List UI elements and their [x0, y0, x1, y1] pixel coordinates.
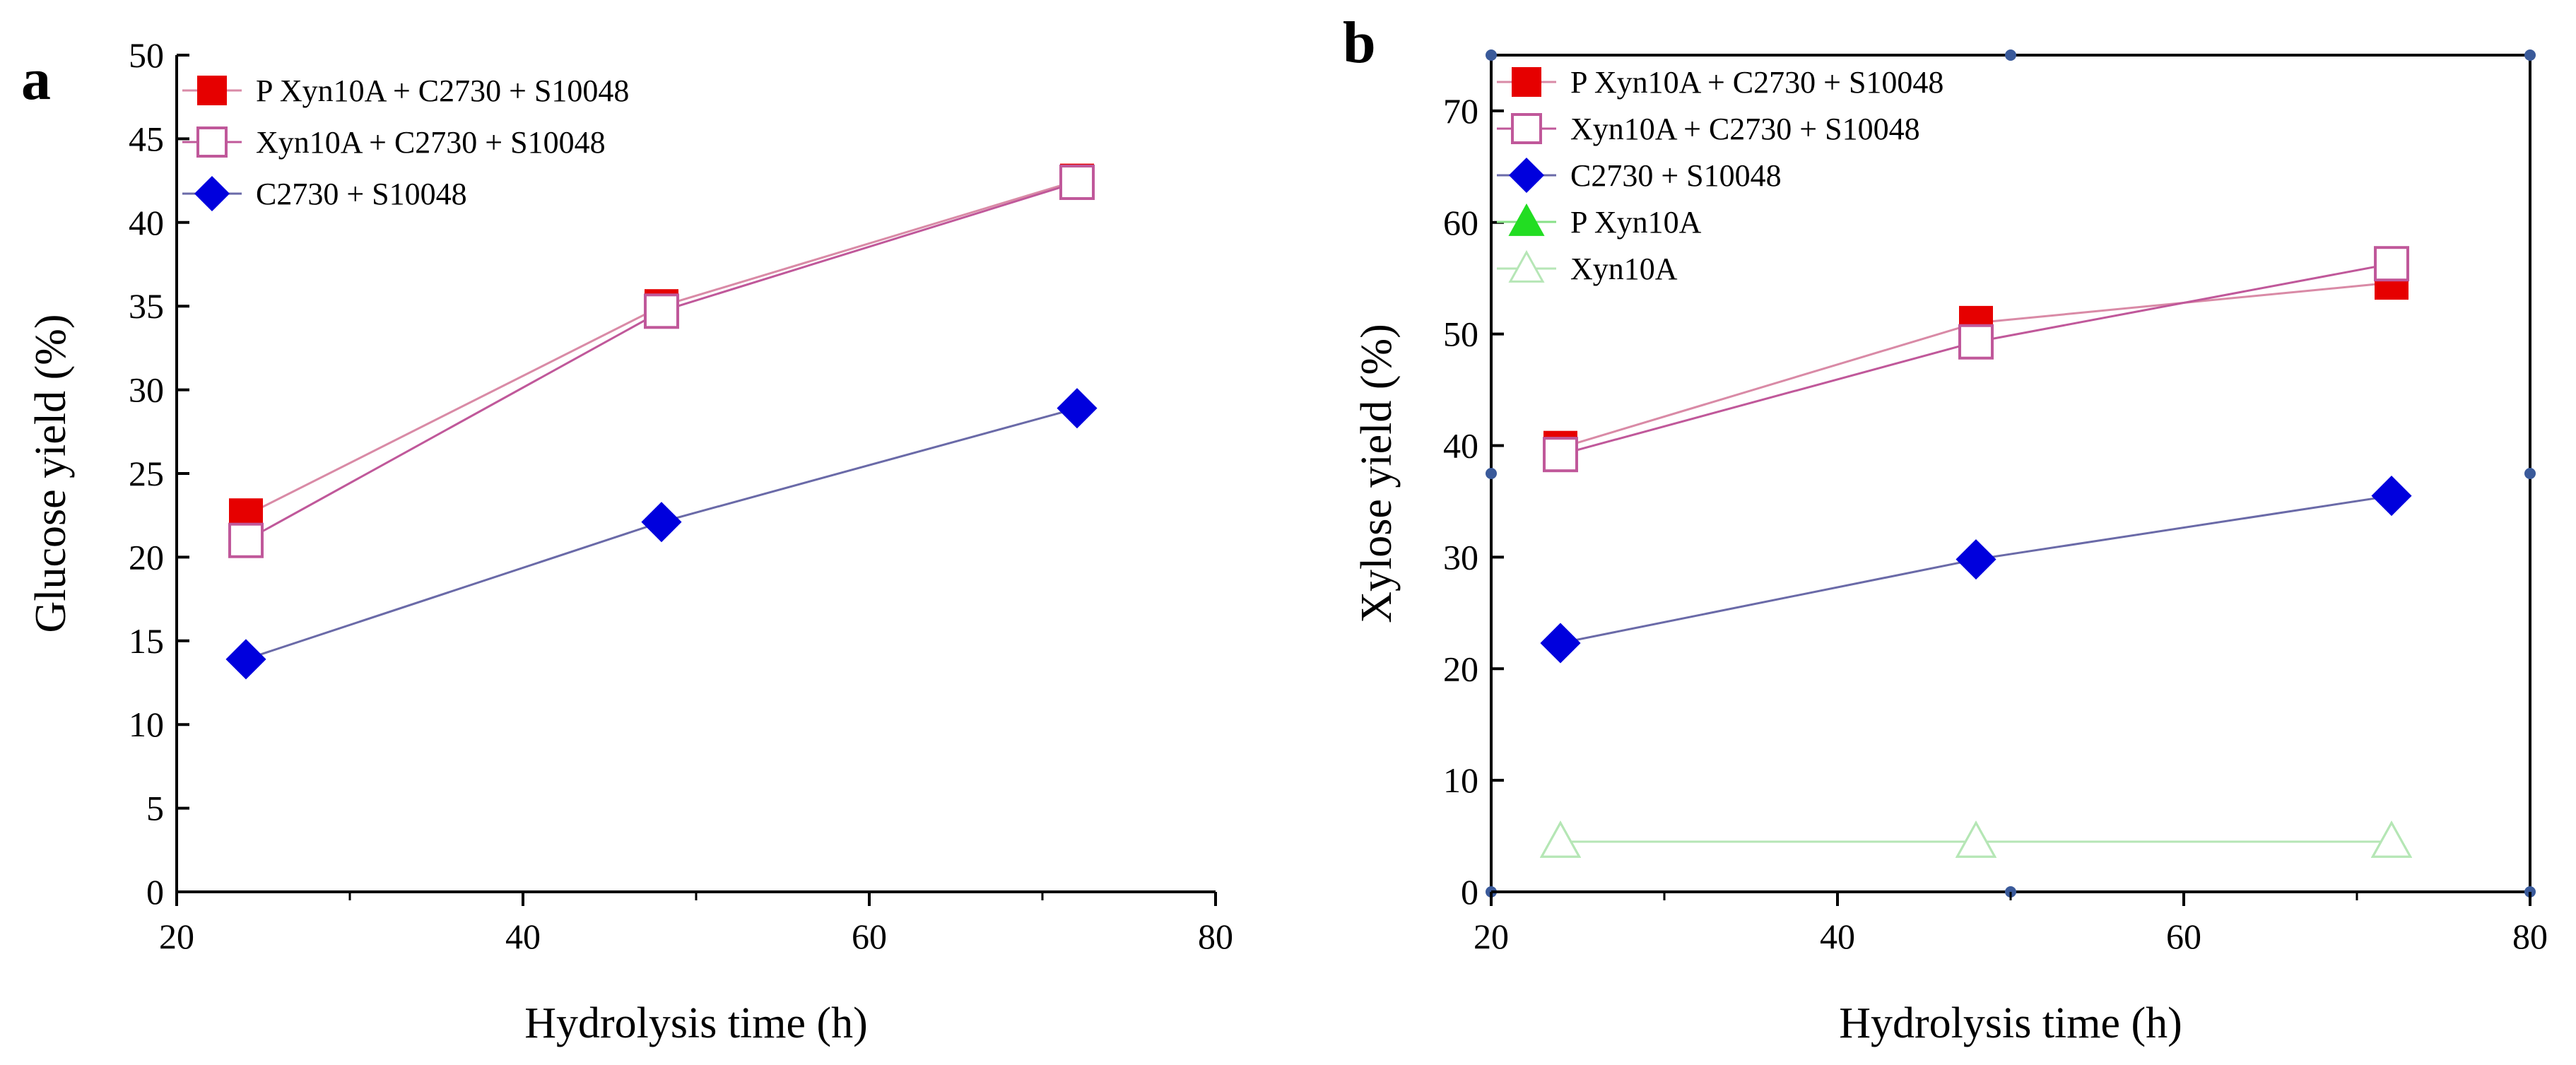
- data-point: [2374, 246, 2409, 282]
- y-axis-label: Xylose yield (%): [1353, 324, 1401, 623]
- panel-label: a: [21, 47, 51, 112]
- legend-entry: P Xyn10A + C2730 + S10048: [1497, 65, 1943, 100]
- x-axis-label: Hydrolysis time (h): [524, 999, 868, 1047]
- axes: 0 5 10 15 20 25 30 35 40 45 50 20 40 60 80: [129, 35, 1233, 956]
- legend-marker: [1508, 249, 1545, 283]
- y-axis-label: Glucose yield (%): [27, 314, 75, 632]
- chart-glucose-yield: 0 5 10 15 20 25 30 35 40 45 50 20 40 60 80 Hydrolysis t…: [21, 35, 1233, 1047]
- y-tick-label: 45: [129, 119, 164, 158]
- legend-label: Xyn10A + C2730 + S10048: [1570, 112, 1920, 146]
- series-5: [1540, 820, 2412, 858]
- y-tick-label: 15: [129, 621, 164, 661]
- legend-entry: P Xyn10A: [1497, 203, 1702, 240]
- data-point: [1955, 820, 1996, 858]
- data-point: [641, 502, 682, 543]
- frame-dot: [2524, 49, 2536, 61]
- legend-label: Xyn10A + C2730 + S10048: [256, 125, 606, 160]
- x-tick-label: 40: [505, 917, 541, 956]
- y-tick-label: 10: [129, 705, 164, 744]
- data-point: [2371, 820, 2412, 858]
- x-axis-label: Hydrolysis time (h): [1839, 999, 2182, 1047]
- series-1: [1543, 266, 2409, 465]
- x-tick-label: 20: [159, 917, 194, 956]
- data-point: [1955, 539, 1996, 580]
- y-tick-label: 50: [1443, 314, 1478, 354]
- legend-marker: [1511, 113, 1542, 144]
- data-point: [1958, 324, 1994, 360]
- legend-entry: P Xyn10A + C2730 + S10048: [182, 73, 629, 108]
- y-tick-label: 0: [1461, 872, 1478, 912]
- y-tick-label: 10: [1443, 760, 1478, 800]
- y-tick-label: 35: [129, 286, 164, 326]
- data-point: [1543, 437, 1578, 473]
- legend-marker: [196, 126, 228, 158]
- y-tick-label: 5: [146, 789, 164, 828]
- data-point: [228, 522, 264, 558]
- data-point: [644, 293, 679, 329]
- y-tick-label: 30: [129, 370, 164, 410]
- x-tick-label: 60: [2166, 917, 2201, 956]
- y-tick-label: 0: [146, 872, 164, 912]
- y-tick-label: 30: [1443, 537, 1478, 577]
- series-line: [245, 181, 1078, 542]
- legend: P Xyn10A + C2730 + S10048 Xyn10A + C2730 …: [182, 73, 629, 212]
- chart-xylose-yield: 0 10 20 30 40 50 60 70 20 40 60 80 Hydrolysis time (…: [1343, 10, 2548, 1047]
- legend-label: P Xyn10A: [1570, 205, 1702, 240]
- series-2: [228, 164, 1095, 558]
- x-tick-label: 80: [1198, 917, 1233, 956]
- legend-label: C2730 + S10048: [1570, 158, 1782, 193]
- legend-entry: Xyn10A + C2730 + S10048: [1497, 112, 1920, 146]
- panel-label: b: [1343, 10, 1376, 76]
- data-point: [1057, 388, 1098, 429]
- legend: P Xyn10A + C2730 + S10048 Xyn10A + C2730 …: [1497, 65, 1943, 286]
- y-tick-label: 70: [1443, 91, 1478, 131]
- frame-dot: [2005, 49, 2016, 61]
- legend-marker: [194, 175, 230, 212]
- series-3: [1540, 476, 2412, 664]
- legend-label: P Xyn10A + C2730 + S10048: [1570, 65, 1943, 100]
- frame-dot: [2524, 468, 2536, 479]
- series-3: [225, 388, 1098, 680]
- legend-marker: [1508, 157, 1545, 194]
- data-point: [1540, 820, 1581, 858]
- frame-dot: [1486, 468, 1497, 479]
- legend-label: P Xyn10A + C2730 + S10048: [256, 73, 629, 108]
- legend-entry: C2730 + S10048: [1497, 157, 1782, 194]
- y-tick-label: 40: [1443, 426, 1478, 466]
- y-tick-label: 20: [1443, 649, 1478, 688]
- data-point: [225, 639, 266, 680]
- x-tick-label: 60: [852, 917, 887, 956]
- x-tick-label: 20: [1474, 917, 1509, 956]
- data-point: [2371, 476, 2412, 517]
- y-tick-label: 25: [129, 454, 164, 493]
- legend-marker: [1508, 203, 1545, 236]
- x-tick-label: 80: [2512, 917, 2548, 956]
- y-tick-label: 40: [129, 203, 164, 242]
- legend-marker: [197, 76, 227, 105]
- x-tick-label: 40: [1820, 917, 1855, 956]
- y-tick-label: 50: [129, 35, 164, 75]
- axes: 0 10 20 30 40 50 60 70 20 40 60 80: [1443, 49, 2548, 956]
- legend-marker: [1512, 67, 1541, 97]
- y-tick-label: 60: [1443, 203, 1478, 242]
- legend-label: C2730 + S10048: [256, 177, 467, 211]
- series-2: [1543, 246, 2409, 473]
- y-tick-label: 20: [129, 537, 164, 577]
- legend-label: Xyn10A: [1570, 252, 1678, 286]
- legend-entry: C2730 + S10048: [182, 175, 467, 212]
- series-line: [245, 180, 1078, 517]
- data-point: [1059, 164, 1095, 200]
- legend-entry: Xyn10A + C2730 + S10048: [182, 125, 606, 160]
- frame-dot: [1486, 49, 1497, 61]
- legend-entry: Xyn10A: [1497, 249, 1678, 286]
- data-point: [1540, 623, 1581, 664]
- series-1: [229, 163, 1094, 533]
